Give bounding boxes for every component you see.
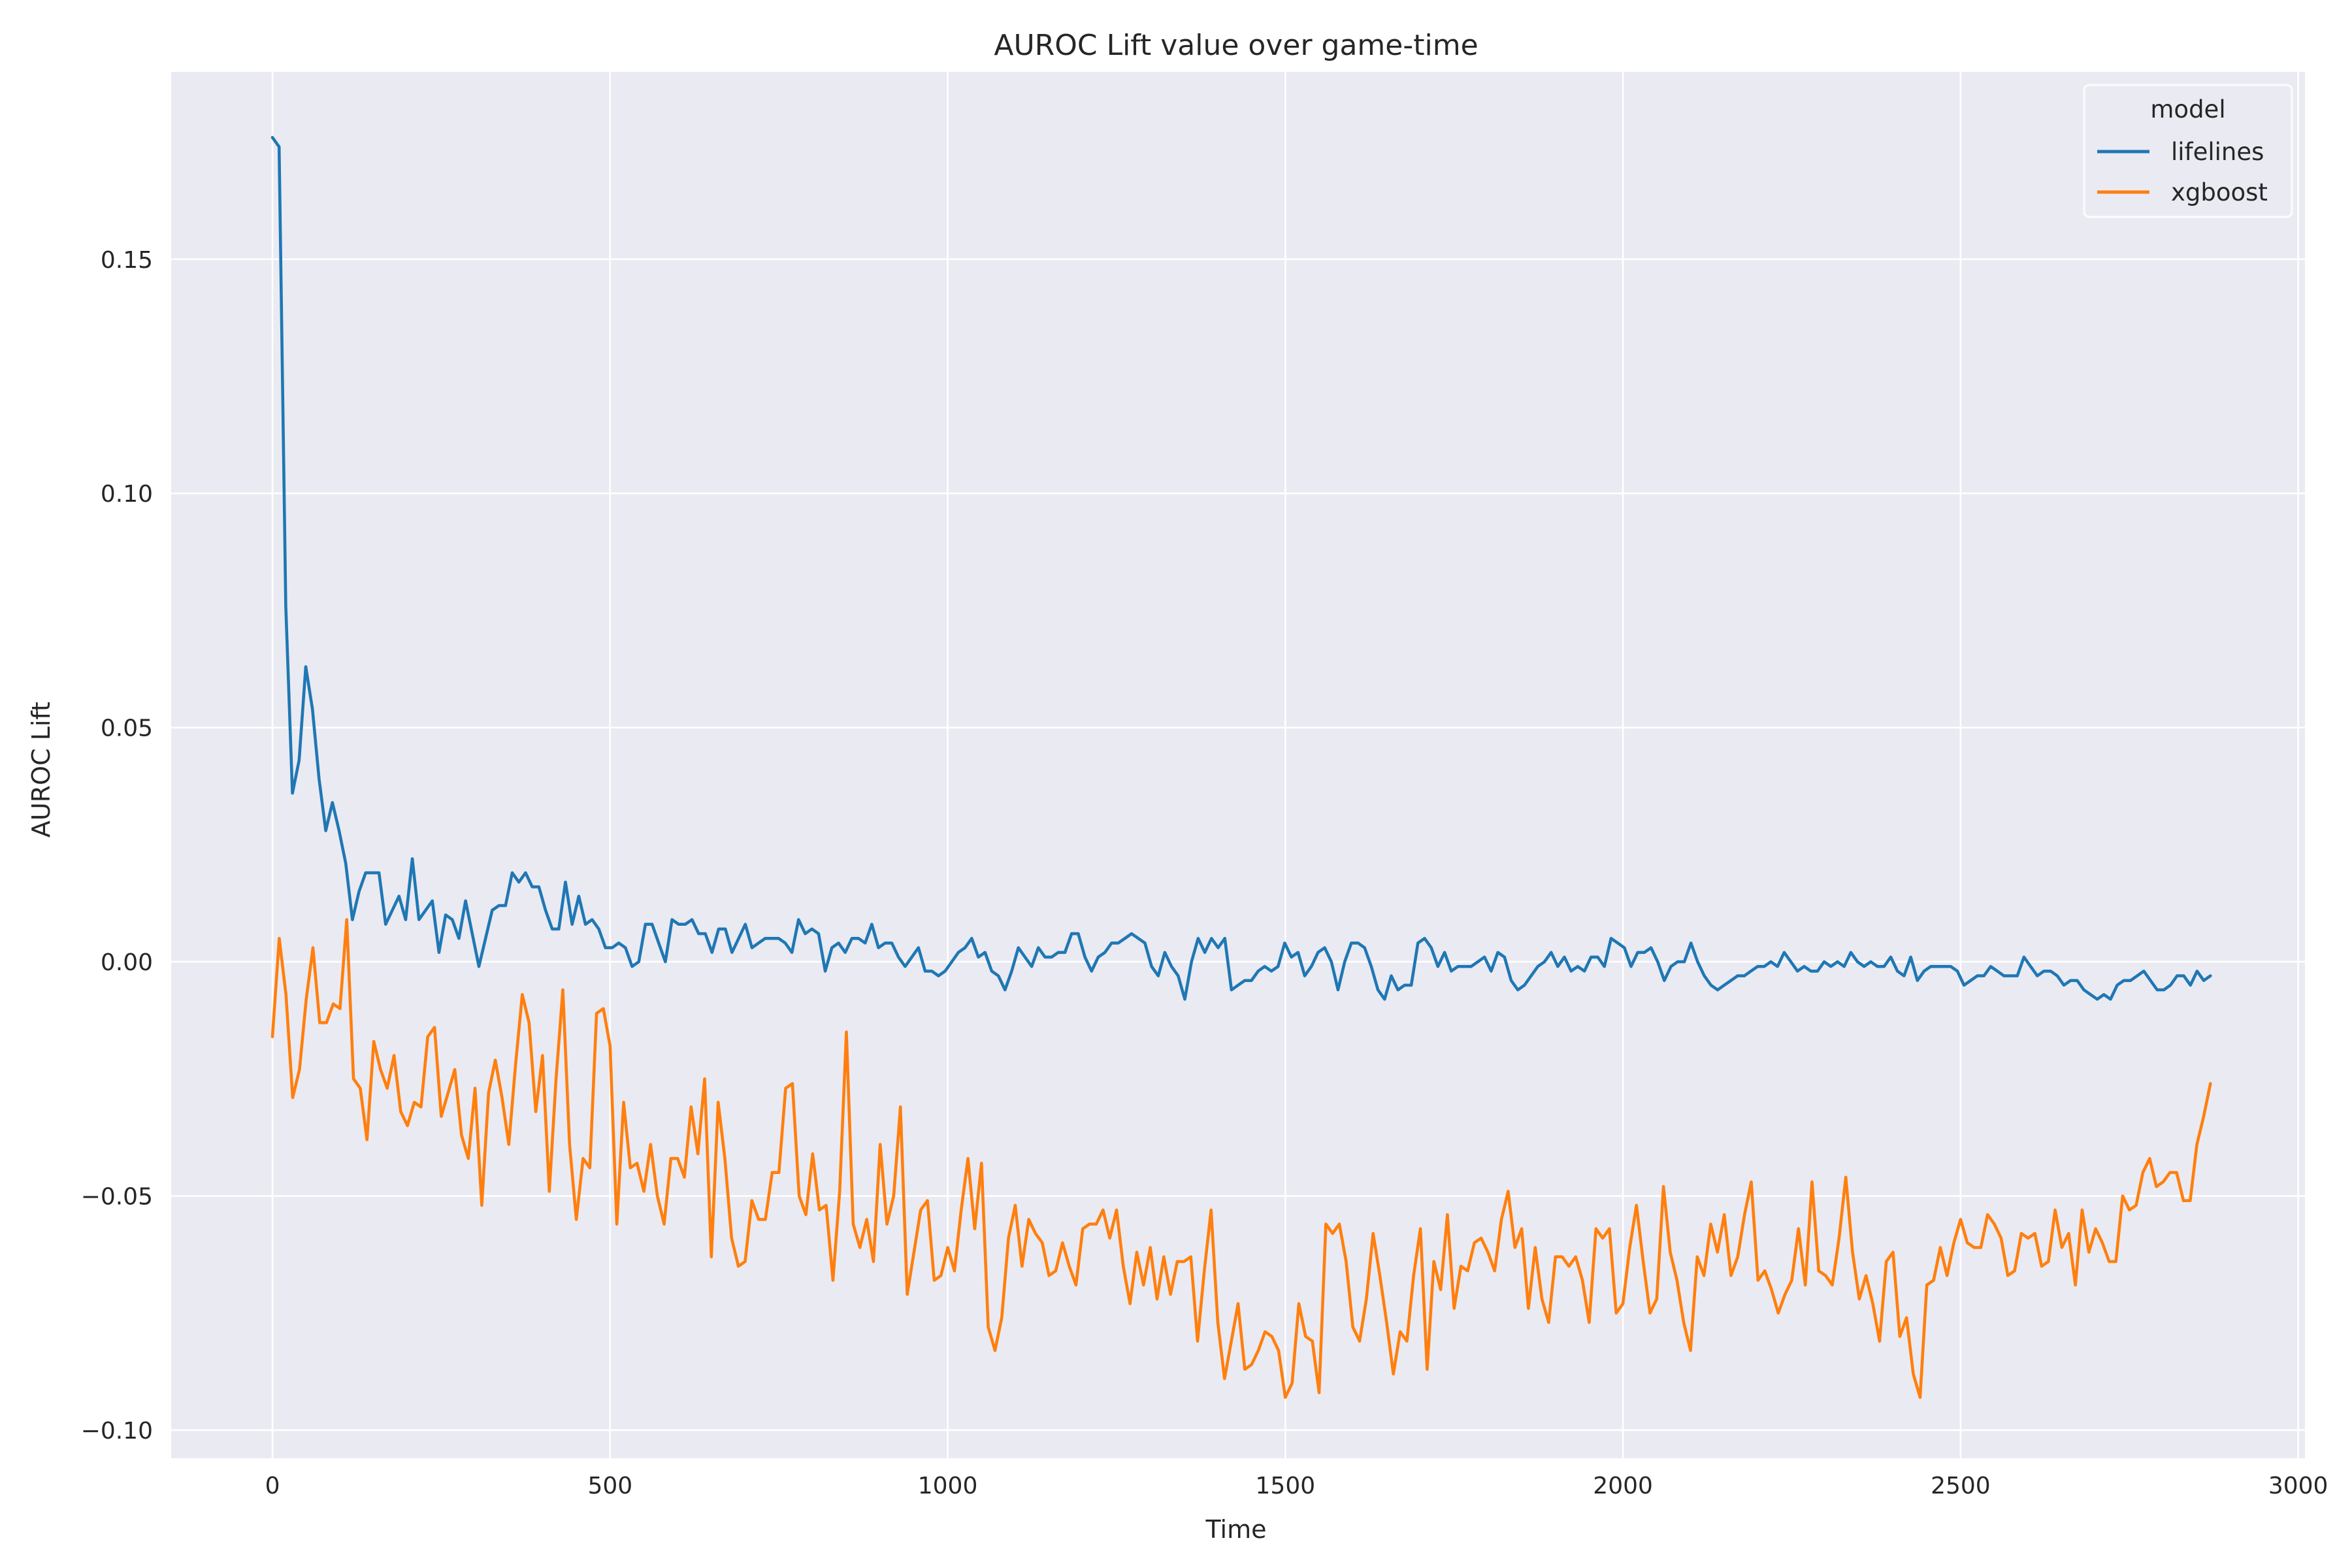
series-lines bbox=[270, 136, 2212, 1399]
x-tick-label: 1000 bbox=[918, 1473, 978, 1499]
y-tick-label: 0.00 bbox=[101, 949, 153, 976]
legend: model lifelines xgboost bbox=[2083, 84, 2293, 218]
chart-title: AUROC Lift value over game-time bbox=[994, 29, 1478, 62]
x-tick-label: 0 bbox=[265, 1473, 280, 1499]
y-tick-label: −0.10 bbox=[81, 1418, 153, 1445]
x-tick-label: 500 bbox=[587, 1473, 632, 1499]
legend-box bbox=[2083, 84, 2293, 218]
legend-title: model bbox=[2150, 95, 2225, 123]
y-tick-label: −0.05 bbox=[81, 1184, 153, 1211]
series-line-xgboost bbox=[270, 918, 2212, 1399]
x-tick-label: 2000 bbox=[1593, 1473, 1653, 1499]
y-tick-label: 0.05 bbox=[101, 715, 153, 742]
legend-label-xgboost: xgboost bbox=[2171, 178, 2268, 206]
x-tick-labels: 0 500 1000 1500 2000 2500 3000 bbox=[265, 1473, 2328, 1499]
x-tick-label: 1500 bbox=[1256, 1473, 1316, 1499]
y-axis-label: AUROC Lift bbox=[27, 702, 56, 838]
x-tick-label: 3000 bbox=[2268, 1473, 2328, 1499]
y-tick-label: 0.15 bbox=[101, 247, 153, 274]
grid-lines bbox=[171, 72, 2305, 1458]
x-tick-label: 2500 bbox=[1931, 1473, 1991, 1499]
y-tick-labels: −0.10 −0.05 0.00 0.05 0.10 0.15 bbox=[81, 247, 153, 1445]
plot-area bbox=[171, 72, 2305, 1458]
x-axis-label: Time bbox=[1205, 1515, 1267, 1544]
legend-label-lifelines: lifelines bbox=[2171, 138, 2264, 166]
series-line-lifelines bbox=[270, 136, 2212, 1001]
y-tick-label: 0.10 bbox=[101, 481, 153, 508]
